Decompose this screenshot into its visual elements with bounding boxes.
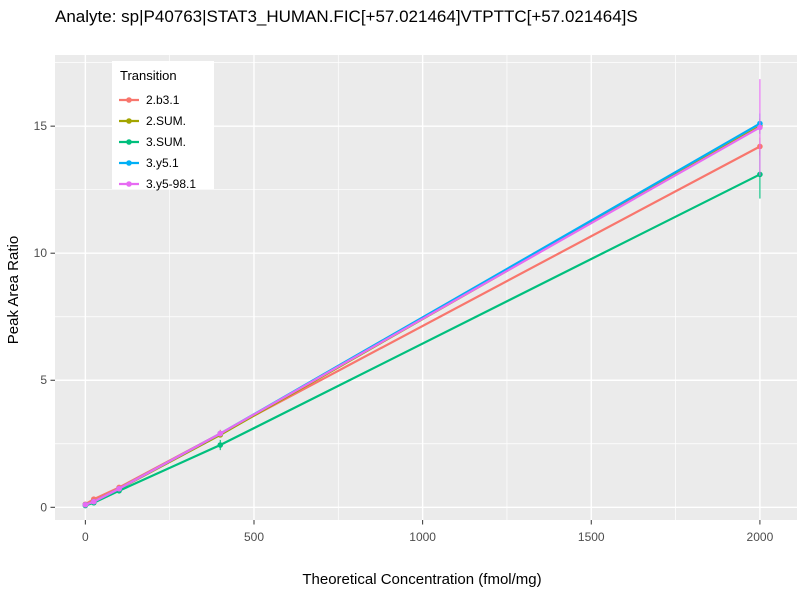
y-tick-label: 15 (34, 119, 48, 133)
x-tick-label: 0 (82, 530, 89, 544)
x-axis-title: Theoretical Concentration (fmol/mg) (302, 571, 541, 588)
y-axis-title: Peak Area Ratio (5, 236, 22, 344)
legend-key-point (126, 181, 132, 187)
y-tick-label: 10 (34, 246, 48, 260)
legend-key-point (126, 97, 132, 103)
series-point (757, 124, 763, 131)
legend-title: Transition (120, 68, 177, 83)
x-tick-label: 1000 (409, 530, 436, 544)
legend-label: 3.SUM. (146, 135, 186, 149)
x-tick-label: 500 (244, 530, 264, 544)
legend-key-point (126, 160, 132, 166)
legend-background (112, 61, 214, 189)
series-point (82, 501, 89, 508)
y-tick-label: 5 (40, 373, 47, 387)
legend: Transition 2.b3.1 2.SUM. 3.SUM. 3.y5.1 3.y5-9… (112, 61, 214, 191)
x-tick-label: 2000 (747, 530, 774, 544)
legend-key-point (126, 118, 132, 124)
y-tick-label: 0 (40, 500, 47, 514)
series-point (90, 498, 97, 505)
x-tick-label: 1500 (578, 530, 605, 544)
series-point (217, 442, 224, 448)
legend-label: 2.SUM. (146, 114, 186, 128)
legend-key-point (126, 139, 132, 145)
series-point (116, 485, 122, 492)
series-point (217, 430, 224, 437)
legend-label: 3.y5-98.1 (146, 177, 196, 191)
legend-label: 3.y5.1 (146, 156, 179, 170)
chart-title: Analyte: sp|P40763|STAT3_HUMAN.FIC[+57.0… (55, 7, 638, 26)
legend-label: 2.b3.1 (146, 93, 180, 107)
